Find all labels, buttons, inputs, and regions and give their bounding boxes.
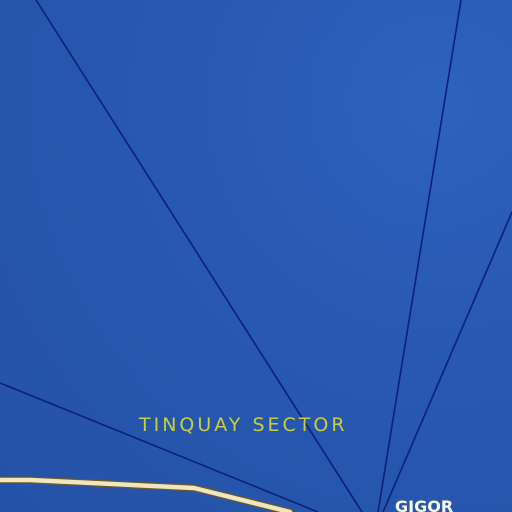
place-label: GIGOR [395,497,454,512]
boundary-line-west [0,382,319,512]
boundary-line-north [377,0,462,512]
sector-label: TINQUAY SECTOR [139,414,348,436]
boundary-line-northwest [35,0,363,512]
road[interactable] [0,477,293,512]
boundary-line-northeast [382,211,512,512]
